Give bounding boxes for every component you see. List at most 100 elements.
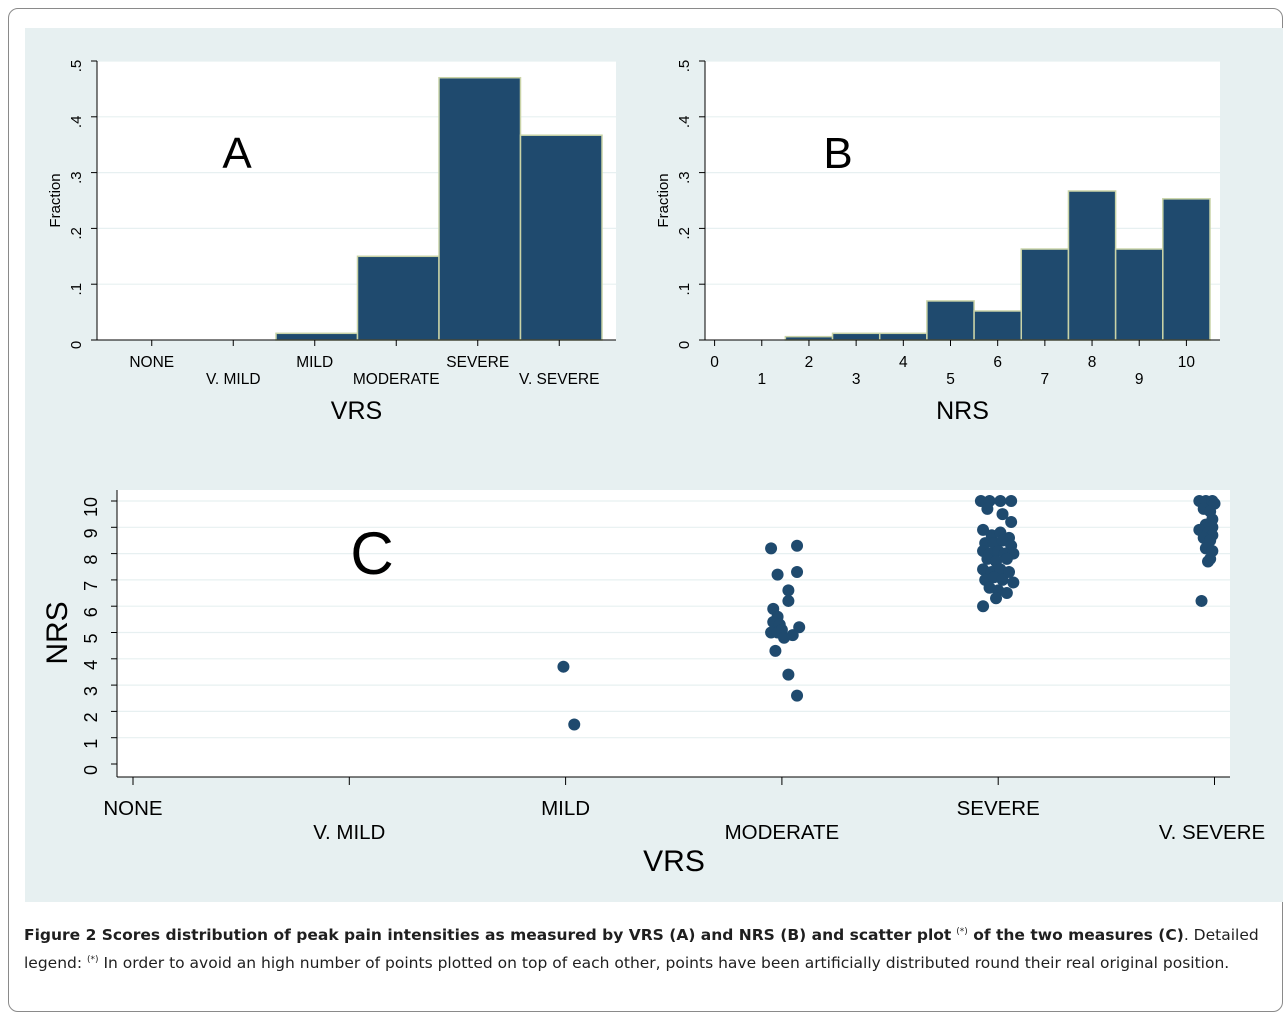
y-tick-label-a: .3	[68, 171, 85, 184]
data-point-c	[769, 644, 782, 657]
y-tick-label-b: .3	[676, 171, 693, 184]
data-point-c	[996, 573, 1009, 586]
data-point-c	[568, 718, 581, 731]
data-point-c	[1202, 555, 1215, 568]
x-tick-label-c: MILD	[541, 797, 590, 820]
data-point-c	[1003, 566, 1016, 579]
data-point-c	[791, 566, 804, 579]
y-axis-title-a: Fraction	[47, 173, 64, 227]
data-point-c	[782, 584, 795, 597]
x-axis-title-a: VRS	[331, 397, 382, 425]
caption-mark: (*)	[956, 927, 968, 937]
x-tick-label-b: 7	[1041, 371, 1050, 388]
x-tick-label-b: 1	[757, 371, 766, 388]
bar-a	[519, 134, 603, 341]
data-point-c	[996, 508, 1009, 521]
y-tick-label-c: 2	[81, 712, 101, 722]
data-point-c	[977, 523, 990, 536]
data-point-c	[977, 600, 990, 613]
caption-body: In order to avoid an high number of poin…	[98, 954, 1230, 973]
y-tick-label-b: .1	[676, 283, 693, 296]
x-tick-label-c: MODERATE	[725, 821, 840, 844]
y-axis-title-c: NRS	[41, 601, 74, 664]
y-tick-label-a: .2	[68, 227, 85, 240]
y-tick-label-c: 8	[81, 555, 101, 565]
data-point-c	[1000, 587, 1013, 600]
data-point-c	[1005, 516, 1018, 529]
y-tick-label-a: .5	[68, 60, 85, 73]
y-tick-label-a: 0	[68, 341, 85, 349]
bar-b	[1067, 190, 1117, 341]
data-point-c	[782, 668, 795, 681]
x-tick-label-b: 8	[1088, 354, 1097, 371]
bar-b	[973, 310, 1023, 341]
x-tick-label-a: NONE	[129, 354, 174, 371]
bar-a	[275, 332, 359, 341]
data-point-c	[1195, 594, 1208, 607]
y-tick-label-b: .5	[676, 60, 693, 73]
data-point-c	[791, 539, 804, 552]
x-tick-label-a: V. MILD	[206, 371, 261, 388]
x-tick-label-a: V. SEVERE	[519, 371, 599, 388]
data-point-c	[1000, 552, 1013, 565]
x-tick-label-a: MILD	[296, 354, 333, 371]
x-tick-label-b: 6	[993, 354, 1002, 371]
y-tick-label-c: 7	[81, 581, 101, 591]
y-tick-label-b: .4	[676, 116, 693, 129]
x-axis-title-b: NRS	[936, 397, 989, 425]
x-tick-label-b: 3	[852, 371, 861, 388]
data-point-c	[793, 621, 806, 634]
x-tick-label-a: SEVERE	[446, 354, 509, 371]
panel-label-a: A	[222, 129, 252, 178]
y-axis-title-b: Fraction	[655, 173, 672, 227]
data-point-c	[1005, 495, 1018, 507]
x-tick-label-a: MODERATE	[353, 371, 440, 388]
bar-a	[438, 76, 522, 341]
bar-b	[926, 300, 975, 341]
x-tick-label-c: V. MILD	[313, 821, 385, 844]
y-tick-label-c: 3	[81, 686, 101, 696]
y-tick-label-c: 9	[81, 528, 101, 538]
data-point-c	[981, 502, 994, 515]
bar-b	[1162, 198, 1211, 341]
caption-title: Figure 2 Scores distribution of peak pai…	[24, 926, 952, 945]
bar-a	[356, 255, 440, 341]
x-tick-label-b: 0	[710, 354, 719, 371]
data-point-c	[990, 592, 1003, 605]
data-point-c	[771, 568, 784, 581]
plot-area-c	[117, 490, 1230, 777]
data-point-c	[994, 495, 1007, 507]
x-tick-label-c: NONE	[103, 797, 162, 820]
data-point-c	[786, 629, 799, 642]
x-tick-label-c: SEVERE	[957, 797, 1040, 820]
y-tick-label-c: 1	[81, 739, 101, 749]
y-tick-label-c: 4	[81, 660, 101, 670]
data-point-c	[782, 594, 795, 607]
bar-b	[1114, 248, 1164, 341]
data-point-c	[791, 689, 804, 702]
caption-legend-mark: (*)	[87, 955, 99, 966]
bar-b	[831, 332, 881, 341]
panel-label-c: C	[350, 520, 393, 587]
x-axis-title-c: VRS	[643, 845, 705, 878]
x-tick-label-b: 4	[899, 354, 908, 371]
y-tick-label-b: .2	[676, 227, 693, 240]
x-tick-label-b: 5	[946, 371, 955, 388]
figure-caption: Figure 2 Scores distribution of peak pai…	[24, 920, 1264, 976]
x-tick-label-c: V. SEVERE	[1159, 821, 1265, 844]
y-tick-label-c: 0	[81, 765, 101, 775]
data-point-c	[996, 534, 1009, 547]
x-tick-label-b: 2	[805, 354, 814, 371]
caption-period: . Detailed legend:	[24, 926, 1259, 973]
y-tick-label-b: 0	[676, 341, 693, 349]
data-point-c	[974, 495, 987, 507]
panel-label-b: B	[823, 129, 852, 178]
data-point-c	[765, 542, 778, 555]
data-point-c	[1007, 576, 1020, 589]
x-tick-label-b: 9	[1135, 371, 1144, 388]
bar-b	[1020, 248, 1070, 341]
data-point-c	[557, 660, 570, 673]
bar-b	[878, 332, 928, 341]
y-tick-label-c: 10	[81, 497, 101, 517]
